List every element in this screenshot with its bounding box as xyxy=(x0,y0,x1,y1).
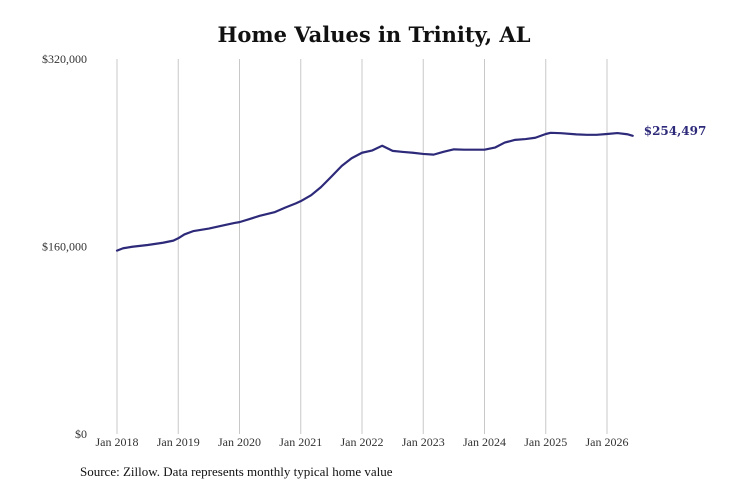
x-tick-label: Jan 2020 xyxy=(218,435,261,449)
chart-title: Home Values in Trinity, AL xyxy=(218,22,531,47)
x-tick-label: Jan 2018 xyxy=(96,435,139,449)
x-tick-label: Jan 2024 xyxy=(463,435,506,449)
y-axis-ticks: $0 $160,000 $320,000 xyxy=(42,52,87,441)
series-layer: $254,497 xyxy=(115,124,707,252)
x-tick-label: Jan 2022 xyxy=(341,435,384,449)
x-tick-label: Jan 2019 xyxy=(157,435,200,449)
x-tick-label: Jan 2023 xyxy=(402,435,445,449)
end-value-label: $254,497 xyxy=(644,124,707,138)
series-line xyxy=(115,131,634,252)
y-tick-label: $320,000 xyxy=(42,52,87,66)
x-tick-label: Jan 2025 xyxy=(524,435,567,449)
source-note: Source: Zillow. Data represents monthly … xyxy=(80,464,393,479)
gridlines xyxy=(116,59,608,434)
y-tick-label: $160,000 xyxy=(42,240,87,254)
x-tick-label: Jan 2026 xyxy=(586,435,629,449)
y-tick-label: $0 xyxy=(75,427,87,441)
x-tick-label: Jan 2021 xyxy=(279,435,322,449)
x-axis-ticks: Jan 2018 Jan 2019 Jan 2020 Jan 2021 Jan 2022… xyxy=(96,435,629,449)
